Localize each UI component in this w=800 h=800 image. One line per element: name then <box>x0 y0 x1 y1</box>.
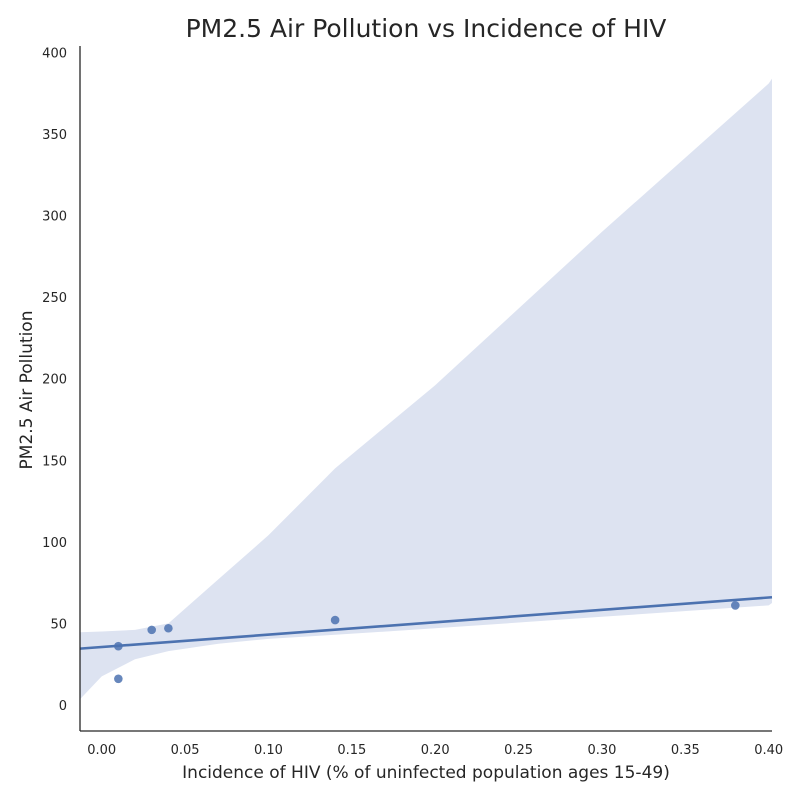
y-tick-label: 200 <box>42 373 67 388</box>
y-tick-label: 0 <box>59 699 67 714</box>
x-tick-labels: 0.00 0.05 0.10 0.15 0.20 0.25 0.30 0.35 0.40 <box>87 743 783 758</box>
x-tick-label: 0.40 <box>754 743 783 758</box>
x-tick-label: 0.20 <box>421 743 450 758</box>
axes <box>79 46 772 732</box>
y-tick-label: 50 <box>50 617 67 632</box>
regression-line-layer <box>79 595 773 650</box>
x-tick-label: 0.15 <box>337 743 366 758</box>
data-points-layer <box>114 601 740 684</box>
y-tick-label: 150 <box>42 454 67 469</box>
data-point <box>114 674 123 684</box>
y-tick-label: 250 <box>42 291 67 306</box>
x-axis-label: Incidence of HIV (% of uninfected popula… <box>182 763 670 783</box>
data-point <box>147 625 157 635</box>
x-tick-label: 0.35 <box>671 743 700 758</box>
y-tick-labels: 0 50 100 150 200 250 300 350 400 <box>42 47 67 714</box>
x-tick-label: 0.00 <box>87 743 116 758</box>
data-point <box>114 641 123 651</box>
regression-line <box>79 595 773 650</box>
data-point <box>164 623 173 633</box>
x-tick-label: 0.25 <box>504 743 533 758</box>
chart-title: PM2.5 Air Pollution vs Incidence of HIV <box>186 14 667 43</box>
data-point <box>731 601 740 610</box>
y-tick-label: 400 <box>42 47 67 62</box>
y-tick-label: 100 <box>42 536 67 551</box>
confidence-band <box>80 78 772 700</box>
data-point <box>330 615 340 625</box>
y-tick-label: 350 <box>42 128 67 143</box>
x-tick-label: 0.30 <box>587 743 616 758</box>
y-tick-label: 300 <box>42 210 67 225</box>
x-tick-label: 0.10 <box>254 743 283 758</box>
confidence-band-layer <box>80 78 772 700</box>
y-axis-label: PM2.5 Air Pollution <box>17 311 37 470</box>
x-tick-label: 0.05 <box>171 743 200 758</box>
